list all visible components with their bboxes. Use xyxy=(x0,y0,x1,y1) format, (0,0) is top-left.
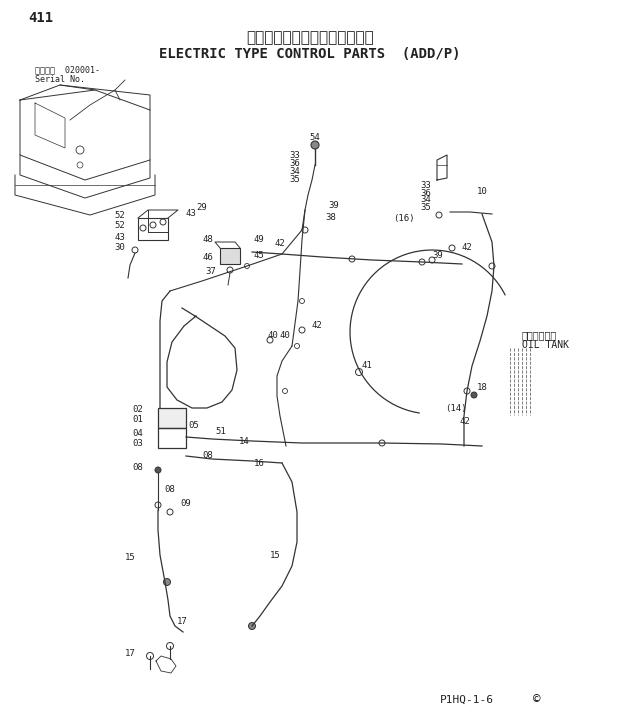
Text: 36: 36 xyxy=(290,159,300,167)
Text: 08: 08 xyxy=(164,486,175,494)
Text: 17: 17 xyxy=(125,649,136,659)
Text: 02: 02 xyxy=(132,405,143,415)
Circle shape xyxy=(164,578,170,586)
Text: 15: 15 xyxy=(125,554,136,563)
Text: 05: 05 xyxy=(188,421,199,429)
Text: 08: 08 xyxy=(132,463,143,473)
Text: 33: 33 xyxy=(290,151,300,159)
Text: 10: 10 xyxy=(477,188,488,196)
Text: 42: 42 xyxy=(275,240,285,248)
Text: 40: 40 xyxy=(267,330,278,340)
Text: 52: 52 xyxy=(114,221,125,230)
Text: 15: 15 xyxy=(270,552,281,560)
Text: 41: 41 xyxy=(362,361,373,369)
Text: 49: 49 xyxy=(253,235,264,245)
Text: ©: © xyxy=(533,694,541,707)
Text: 09: 09 xyxy=(180,499,191,508)
Text: OIL TANK: OIL TANK xyxy=(522,340,569,350)
Text: 46: 46 xyxy=(202,253,213,261)
Text: 30: 30 xyxy=(114,243,125,253)
Text: 38: 38 xyxy=(325,214,336,222)
Text: 04: 04 xyxy=(132,429,143,437)
Text: 電気式操作用品（ＡＤＤ／Ｐ）: 電気式操作用品（ＡＤＤ／Ｐ） xyxy=(246,30,374,46)
Text: 42: 42 xyxy=(462,243,472,253)
Text: 14: 14 xyxy=(239,437,250,447)
Bar xyxy=(220,248,240,264)
Text: ELECTRIC TYPE CONTROL PARTS  (ADD/P): ELECTRIC TYPE CONTROL PARTS (ADD/P) xyxy=(159,47,461,61)
Text: 51: 51 xyxy=(215,427,226,437)
Circle shape xyxy=(471,392,477,398)
Text: 35: 35 xyxy=(420,203,431,211)
Text: 29: 29 xyxy=(196,203,206,211)
Text: 48: 48 xyxy=(202,235,213,245)
Text: Serial No.: Serial No. xyxy=(35,75,85,85)
Text: 通用号機  020001-: 通用号機 020001- xyxy=(35,65,100,75)
Circle shape xyxy=(155,467,161,473)
Bar xyxy=(158,408,186,428)
Text: 43: 43 xyxy=(186,209,197,217)
Text: 40: 40 xyxy=(279,330,290,340)
Text: (14): (14) xyxy=(445,403,467,413)
Text: 42: 42 xyxy=(460,418,471,426)
Text: 18: 18 xyxy=(477,384,488,392)
Circle shape xyxy=(249,623,255,629)
Text: 16: 16 xyxy=(254,458,265,468)
Text: 03: 03 xyxy=(132,439,143,447)
Text: 52: 52 xyxy=(114,211,125,219)
Text: 37: 37 xyxy=(205,267,216,277)
Text: 34: 34 xyxy=(290,167,300,175)
Text: 45: 45 xyxy=(253,251,264,259)
Text: オイルタンク: オイルタンク xyxy=(522,330,557,340)
Text: 01: 01 xyxy=(132,416,143,424)
Text: 54: 54 xyxy=(309,133,321,143)
Text: 39: 39 xyxy=(328,201,339,209)
Circle shape xyxy=(311,141,319,149)
Text: 39: 39 xyxy=(432,251,443,259)
Text: 43: 43 xyxy=(114,232,125,242)
Text: 42: 42 xyxy=(312,321,323,330)
Text: 34: 34 xyxy=(420,195,431,204)
Text: 35: 35 xyxy=(290,174,300,183)
Text: 08: 08 xyxy=(202,450,213,460)
Text: 33: 33 xyxy=(420,180,431,190)
Bar xyxy=(138,218,168,240)
Text: 411: 411 xyxy=(28,11,53,25)
Text: 17: 17 xyxy=(177,617,188,626)
Text: 36: 36 xyxy=(420,188,431,198)
Text: P1HQ-1-6: P1HQ-1-6 xyxy=(440,695,494,705)
Bar xyxy=(158,428,186,448)
Text: (16): (16) xyxy=(393,214,415,222)
